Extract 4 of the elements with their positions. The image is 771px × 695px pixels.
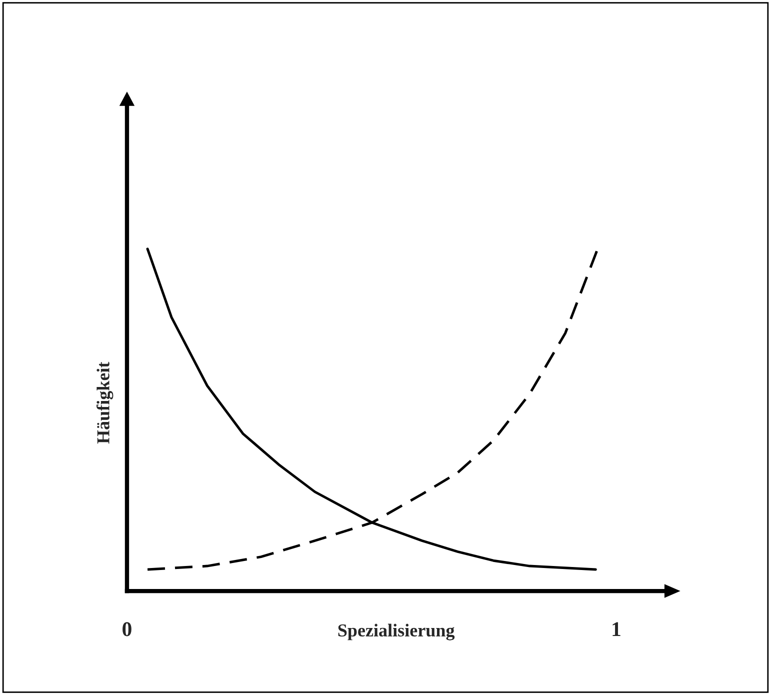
y-axis-title: Häufigkeit [96, 362, 114, 444]
x-tick-label: 1 [612, 622, 620, 636]
x-tick-label: 0 [122, 622, 132, 636]
x-axis-title: Spezialisierung [338, 624, 455, 640]
